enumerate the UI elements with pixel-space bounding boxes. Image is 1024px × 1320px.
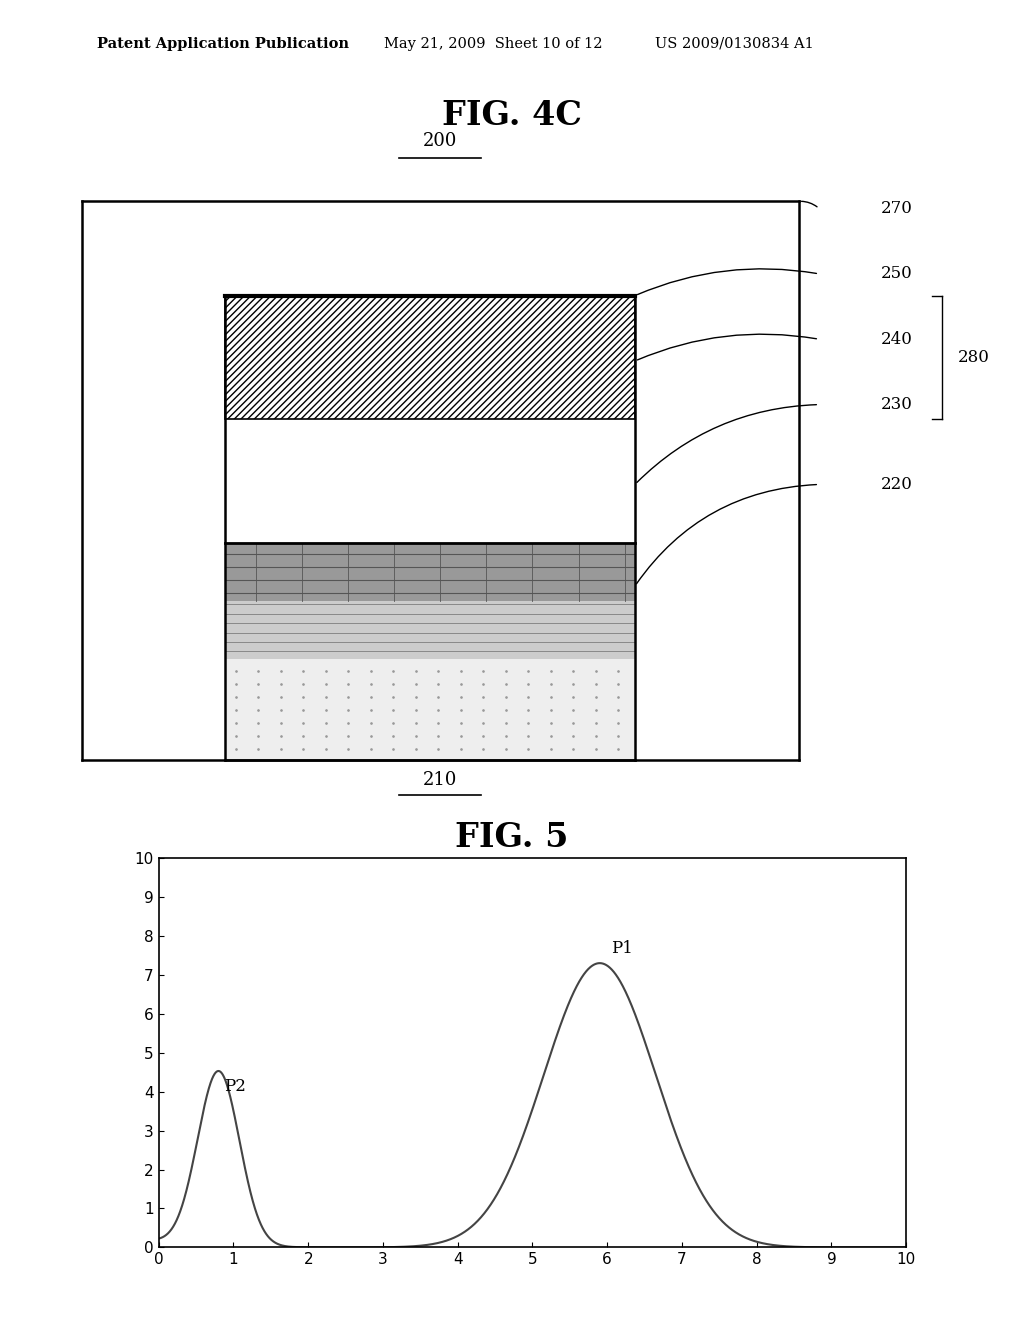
Polygon shape	[225, 659, 635, 760]
Text: FIG. 5: FIG. 5	[456, 821, 568, 854]
Text: 210: 210	[423, 771, 458, 789]
Text: 200: 200	[423, 132, 458, 150]
Text: 250: 250	[881, 265, 912, 282]
Text: 220: 220	[881, 477, 912, 492]
Polygon shape	[225, 418, 635, 543]
Text: 280: 280	[957, 348, 989, 366]
Text: P2: P2	[224, 1078, 247, 1096]
FancyBboxPatch shape	[225, 296, 635, 418]
Text: P1: P1	[611, 940, 633, 957]
Text: Patent Application Publication: Patent Application Publication	[97, 37, 349, 51]
Polygon shape	[225, 601, 635, 659]
Text: FIG. 4C: FIG. 4C	[442, 99, 582, 132]
Text: 270: 270	[881, 201, 912, 216]
Text: 230: 230	[881, 396, 912, 413]
Text: May 21, 2009  Sheet 10 of 12: May 21, 2009 Sheet 10 of 12	[384, 37, 602, 51]
Text: 240: 240	[881, 331, 912, 347]
Polygon shape	[225, 543, 635, 601]
Text: US 2009/0130834 A1: US 2009/0130834 A1	[655, 37, 814, 51]
